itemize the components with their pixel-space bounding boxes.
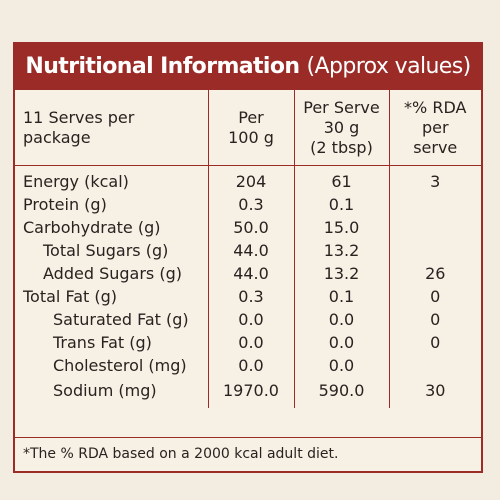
value-per-100g: 1970.0 xyxy=(207,377,294,408)
header-line: 100 g xyxy=(228,127,274,147)
header-line: Per xyxy=(238,107,264,127)
nutrient-name: Cholesterol (mg) xyxy=(53,356,187,375)
table-row: Trans Fat (g) 0.0 0.0 0 xyxy=(15,331,481,354)
table-row: Added Sugars (g) 44.0 13.2 26 xyxy=(15,262,481,285)
value-rda xyxy=(388,193,481,216)
value-per-serve: 0.1 xyxy=(293,193,389,216)
value-rda: 0 xyxy=(388,308,481,331)
header-serves-per-package: 11 Serves per package xyxy=(15,90,208,166)
value-rda xyxy=(388,354,481,377)
value-rda: 26 xyxy=(388,262,481,285)
value-per-100g: 0.3 xyxy=(207,193,294,216)
header-line: serve xyxy=(413,137,458,157)
nutrient-name: Sodium (mg) xyxy=(53,381,157,400)
header-rda-per-serve: *% RDA per serve xyxy=(388,90,481,166)
value-rda xyxy=(388,216,481,239)
table-row: Carbohydrate (g) 50.0 15.0 xyxy=(15,216,481,239)
value-per-serve: 0.0 xyxy=(293,354,389,377)
value-per-serve: 13.2 xyxy=(293,239,389,262)
header-line: Per Serve xyxy=(303,97,380,117)
value-per-serve: 13.2 xyxy=(293,262,389,285)
table-row: Protein (g) 0.3 0.1 xyxy=(15,193,481,216)
table-row: Total Fat (g) 0.3 0.1 0 xyxy=(15,285,481,308)
value-per-100g: 0.0 xyxy=(207,354,294,377)
value-per-serve: 590.0 xyxy=(293,377,389,408)
value-per-serve: 0.0 xyxy=(293,308,389,331)
value-per-100g: 0.3 xyxy=(207,285,294,308)
value-per-serve: 15.0 xyxy=(293,216,389,239)
value-rda: 0 xyxy=(388,285,481,308)
nutrient-name: Carbohydrate (g) xyxy=(23,218,161,237)
nutrient-name: Total Sugars (g) xyxy=(43,241,169,260)
value-rda: 3 xyxy=(388,165,481,193)
nutrient-name: Total Fat (g) xyxy=(23,287,117,306)
header-line: package xyxy=(23,127,91,147)
value-per-serve: 0.1 xyxy=(293,285,389,308)
value-per-100g: 50.0 xyxy=(207,216,294,239)
header-line: *% RDA xyxy=(404,97,467,117)
rda-footnote: *The % RDA based on a 2000 kcal adult di… xyxy=(15,437,481,471)
header-row: 11 Serves per package Per 100 g Per Serv… xyxy=(15,90,481,166)
value-per-serve: 0.0 xyxy=(293,331,389,354)
table-row: Cholesterol (mg) 0.0 0.0 xyxy=(15,354,481,377)
table-row: Energy (kcal) 204 61 3 xyxy=(15,165,481,193)
header-line: per xyxy=(421,117,449,137)
header-per-serve: Per Serve 30 g (2 tbsp) xyxy=(293,90,389,166)
header-line: 11 Serves per xyxy=(23,107,135,127)
value-rda: 30 xyxy=(388,377,481,408)
value-rda: 0 xyxy=(388,331,481,354)
value-rda xyxy=(388,239,481,262)
header-line: 30 g xyxy=(323,117,360,137)
header-per-100g: Per 100 g xyxy=(207,90,294,166)
label-title-sub: (Approx values) xyxy=(306,54,472,79)
table-row: Sodium (mg) 1970.0 590.0 30 xyxy=(15,377,481,408)
label-title: Nutritional Information xyxy=(25,54,300,79)
nutrient-name: Saturated Fat (g) xyxy=(53,310,189,329)
value-per-100g: 44.0 xyxy=(207,262,294,285)
value-per-100g: 0.0 xyxy=(207,308,294,331)
value-per-100g: 204 xyxy=(207,165,294,193)
header-line: (2 tbsp) xyxy=(310,137,373,157)
nutrition-label: Nutritional Information (Approx values) … xyxy=(13,42,483,473)
value-per-100g: 0.0 xyxy=(207,331,294,354)
nutrient-name: Trans Fat (g) xyxy=(53,333,152,352)
nutrient-name: Protein (g) xyxy=(23,195,107,214)
nutrient-name: Added Sugars (g) xyxy=(43,264,182,283)
value-per-serve: 61 xyxy=(293,165,389,193)
value-per-100g: 44.0 xyxy=(207,239,294,262)
title-bar: Nutritional Information (Approx values) xyxy=(15,44,481,90)
nutrient-name: Energy (kcal) xyxy=(23,172,129,191)
table-row: Saturated Fat (g) 0.0 0.0 0 xyxy=(15,308,481,331)
table-row: Total Sugars (g) 44.0 13.2 xyxy=(15,239,481,262)
nutrition-table: 11 Serves per package Per 100 g Per Serv… xyxy=(15,90,481,408)
